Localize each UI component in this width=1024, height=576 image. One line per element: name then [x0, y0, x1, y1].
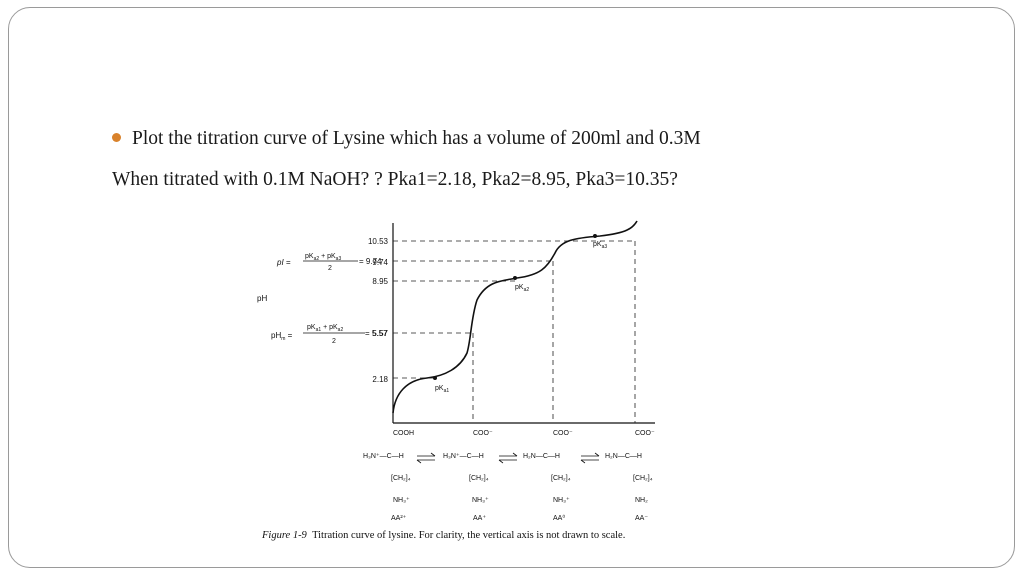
pka2-label: pKa2 — [515, 284, 529, 293]
species-1-ch2: [CH₂]₄ — [391, 475, 411, 482]
caption-figure-number: Figure 1-9 — [262, 530, 307, 541]
species-3-charge: AA⁰ — [553, 514, 565, 522]
pHm-pk-a: pK — [307, 324, 316, 331]
slide-line-2: When titrated with 0.1M NaOH? ? Pka1=2.1… — [112, 169, 678, 190]
tick-10-53: 10.53 — [368, 237, 389, 246]
species-1-mid: H₃N⁺—C—H — [363, 453, 404, 460]
pI-pk-a: pK — [305, 253, 314, 260]
species-1-charge: AA²⁺ — [391, 515, 407, 522]
titration-curve-image: 10.53 8.95 2.18 pI = pKa2 + pKa3 2 = 9.7… — [257, 220, 655, 522]
pka3-label: pKa3 — [593, 241, 607, 250]
guide-lines — [393, 240, 636, 423]
species-2-charge: AA⁺ — [473, 515, 486, 522]
pka3-pk: pK — [593, 241, 602, 248]
tick-8-95: 8.95 — [372, 277, 388, 286]
species-4-charge: AA⁻ — [635, 515, 648, 522]
pka1-label: pKa1 — [435, 385, 449, 394]
slide-line-1: Plot the titration curve of Lysine which… — [112, 128, 701, 150]
pI-value: = 9.74 — [359, 257, 382, 266]
species-3-top: COO⁻ — [553, 430, 573, 437]
slide-frame — [8, 7, 1015, 568]
species-3-ch2: [CH₂]₄ — [551, 475, 571, 482]
tick-5-57-label: 5.57 — [372, 329, 388, 338]
y-axis-label: pH — [257, 294, 267, 303]
species-4-top: COO⁻ — [635, 430, 655, 437]
pHm-lhs: pH — [271, 331, 281, 340]
pI-numerator: pKa2 + pKa3 — [305, 253, 341, 262]
pka2-point — [513, 276, 517, 280]
titration-figure: 10.53 8.95 2.18 pI = pKa2 + pKa3 2 = 9.7… — [255, 218, 685, 568]
question-text-1: Plot the titration curve of Lysine which… — [132, 128, 701, 149]
pHm-denominator: 2 — [332, 338, 336, 345]
pI-denominator: 2 — [328, 265, 332, 272]
species-2-mid: H₃N⁺—C—H — [443, 453, 484, 460]
tick-overlay: 9.74 5.57 — [372, 258, 388, 338]
species-4-nh: NH₂ — [635, 497, 648, 504]
pka1-point — [433, 376, 437, 380]
bullet-icon — [112, 133, 121, 143]
species-1-top: COOH — [393, 430, 414, 437]
pI-label: pI = — [276, 258, 291, 267]
species-4-mid: H₂N—C—H — [605, 453, 642, 460]
pHm-numerator: pKa1 + pKa2 — [307, 324, 343, 333]
tick-9-74-label: 9.74 — [372, 258, 388, 267]
species-3-mid: H₂N—C—H — [523, 453, 560, 460]
species-3-nh: NH₃⁺ — [553, 497, 570, 504]
species-2-ch2: [CH₂]₄ — [469, 475, 489, 482]
equilibrium-arrows — [416, 452, 600, 464]
figure-caption: Figure 1-9 Titration curve of lysine. Fo… — [262, 528, 672, 543]
species-1-nh: NH₃⁺ — [393, 497, 410, 504]
species-2-top: COO⁻ — [473, 430, 493, 437]
species-4-ch2: [CH₂]₄ — [633, 475, 653, 482]
caption-text: Titration curve of lysine. For clarity, … — [312, 530, 626, 541]
tick-2-18: 2.18 — [372, 375, 388, 384]
pka3-point — [593, 234, 597, 238]
pka2-pk: pK — [515, 284, 524, 291]
species-2-nh: NH₃⁺ — [472, 497, 489, 504]
pHm-label: pHm = — [271, 331, 293, 342]
pka1-pk: pK — [435, 385, 444, 392]
pHm-value: = 5.57 — [365, 329, 388, 338]
titration-curve — [392, 220, 638, 414]
species-structures: COOH H₃N⁺—C—H [CH₂]₄ NH₃⁺ AA²⁺ COO⁻ H₃N⁺… — [363, 430, 655, 522]
